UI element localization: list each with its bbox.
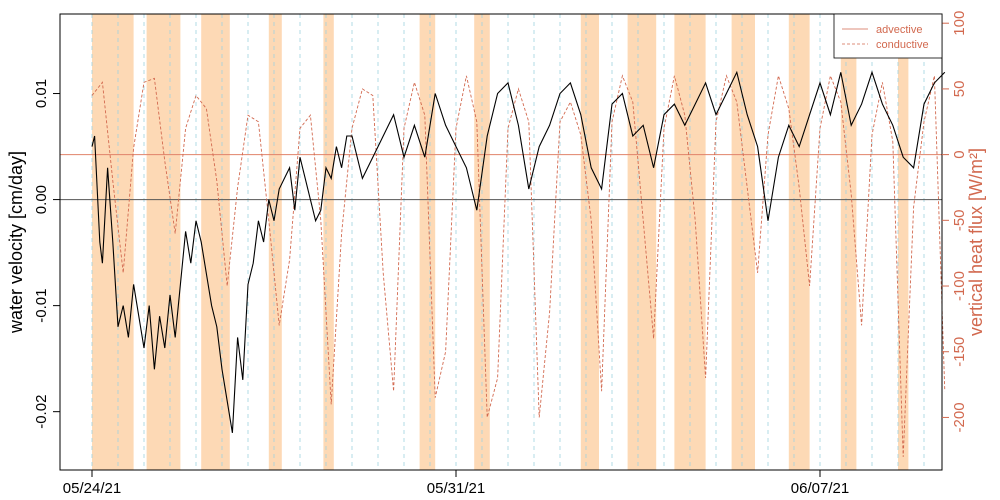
x-tick-label-1: 05/31/21 [427,480,485,497]
shaded-period-1 [146,14,181,470]
legend-box [833,13,943,59]
shaded-period-10 [731,14,755,470]
advective-series [91,70,946,433]
y-left-tick-label-3: 0.01 [33,79,50,108]
legend-label-conductive: conductive [876,39,929,51]
shaded-periods [92,14,909,470]
y-axis-left-title: water velocity [cm/day] [6,151,26,334]
y-right-tick-label-4: 0 [951,150,968,158]
y-axis-right-title: vertical heat flux [W/m²] [966,148,986,336]
x-tick-label-2: 06/07/21 [791,480,849,497]
conductive-series [91,74,946,457]
conductive-line [91,74,946,457]
shaded-period-12 [840,14,857,470]
y-right-tick-label-1: -150 [951,337,968,367]
y-axis-left: -0.02 -0.01 0.00 0.01 [33,79,60,429]
legend: advective conductive [833,13,943,59]
shaded-period-7 [580,14,599,470]
daily-gridlines [91,14,925,470]
shaded-period-3 [268,14,282,470]
y-right-tick-label-5: 50 [951,81,968,98]
y-right-tick-label-3: -50 [951,209,968,231]
y-left-tick-label-1: -0.01 [33,289,50,323]
legend-label-advective: advective [876,24,922,36]
shaded-period-8 [627,14,657,470]
y-right-tick-label-2: -100 [951,271,968,301]
shaded-period-13 [898,14,909,470]
shaded-period-2 [201,14,230,470]
x-axis: 05/24/21 05/31/21 06/07/21 [63,470,849,497]
y-left-tick-label-0: -0.02 [33,395,50,429]
shaded-period-11 [788,14,810,470]
advective-line [91,70,946,433]
x-tick-label-0: 05/24/21 [63,480,121,497]
zero-lines [60,154,942,201]
y-right-tick-label-6: 100 [951,11,968,36]
y-right-tick-label-0: -200 [951,402,968,432]
plot-frame [59,13,943,471]
shaded-period-4 [323,14,334,470]
shaded-period-5 [419,14,436,470]
y-left-tick-label-2: 0.00 [33,185,50,214]
y-axis-right: -200 -150 -100 -50 0 50 100 [942,11,968,432]
